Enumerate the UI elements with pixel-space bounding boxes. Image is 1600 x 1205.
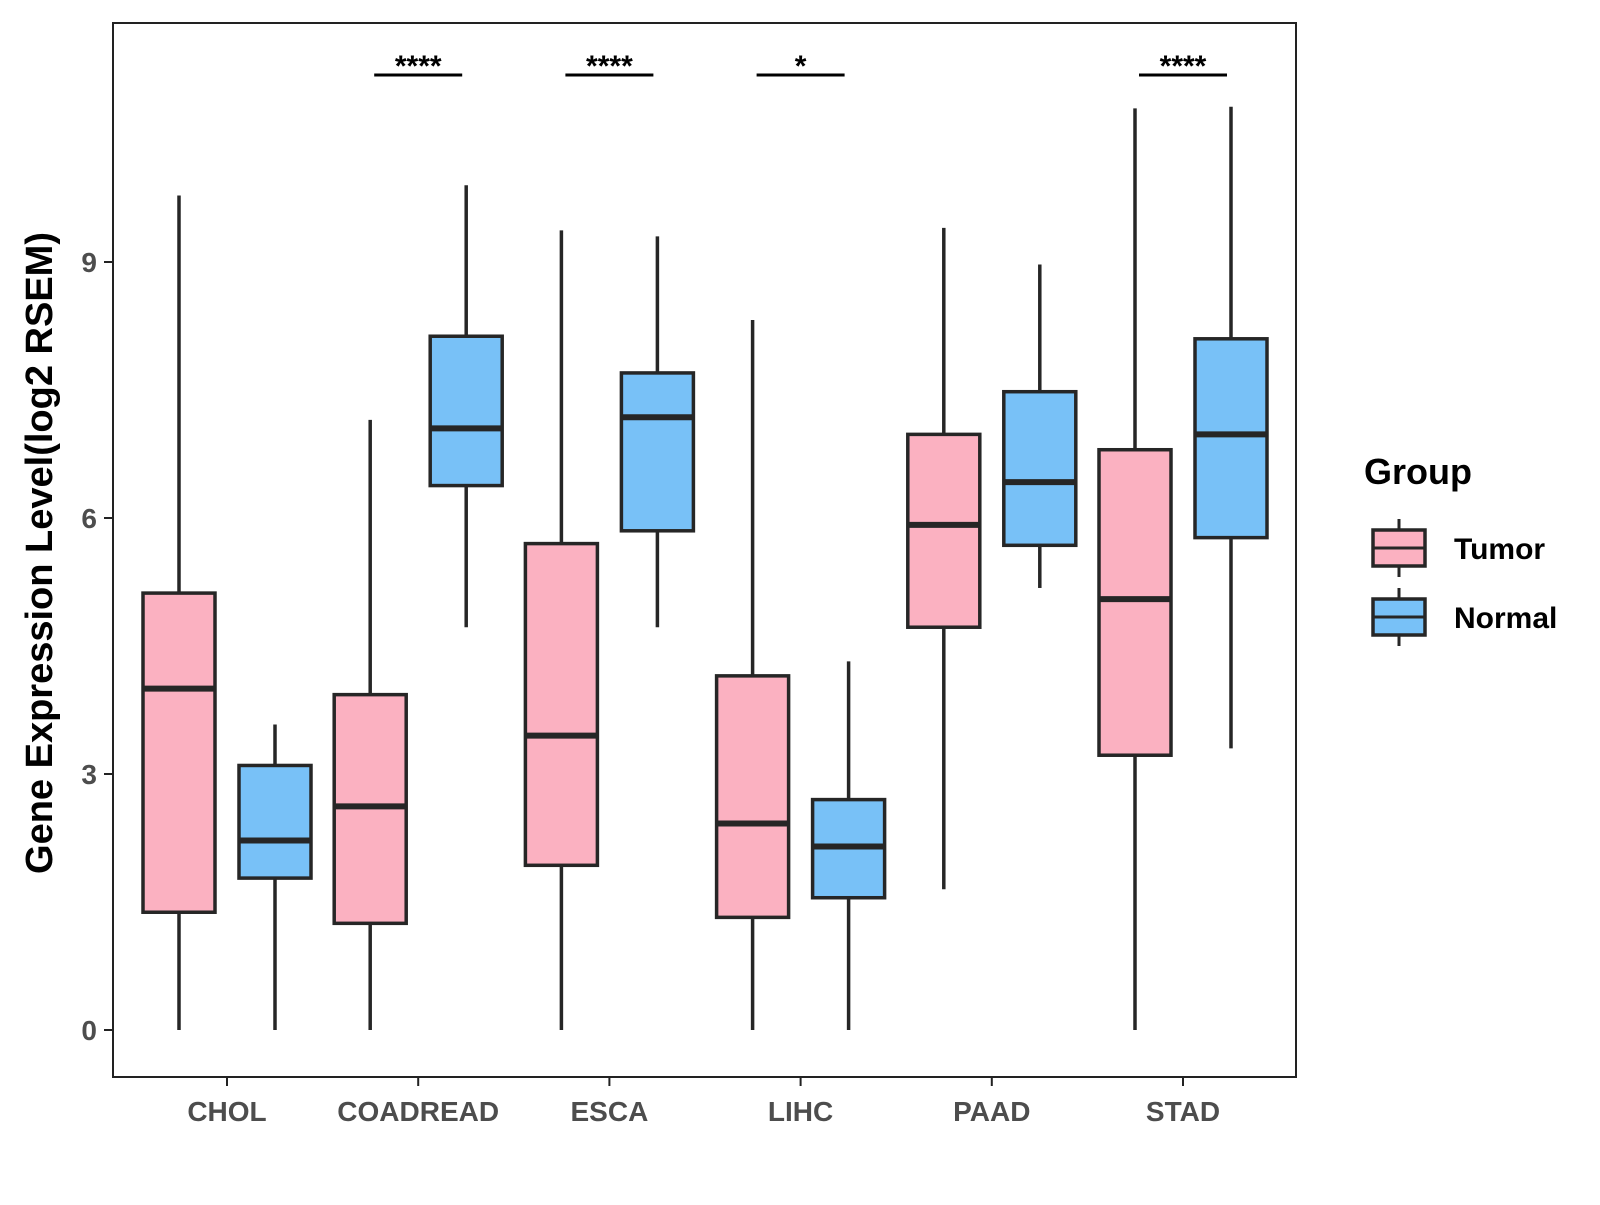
y-tick-label: 9: [81, 247, 97, 278]
legend-label-tumor: Tumor: [1454, 533, 1545, 566]
significance-esca: ****: [565, 50, 654, 83]
box-normal-esca: [619, 236, 696, 628]
box-iqr: [237, 763, 313, 880]
significance-label: ****: [1160, 50, 1207, 83]
box-iqr: [1193, 337, 1269, 540]
box-iqr: [428, 334, 504, 488]
box-normal-stad: [1193, 106, 1269, 749]
significance-label: *: [795, 50, 807, 83]
box-normal-lihc: [810, 661, 887, 1030]
box-normal-coadread: [428, 185, 504, 628]
box-tumor-chol: [141, 195, 217, 1030]
y-tick-label: 3: [81, 759, 97, 790]
x-axis: CHOL COADREAD ESCA LIHC PAAD STAD: [187, 1077, 1220, 1127]
y-axis-title: Gene Expression Level(log2 RSEM): [19, 232, 61, 874]
legend-items: Tumor Normal: [1371, 519, 1557, 646]
significance-layer: **** **** * ****: [374, 50, 1227, 83]
legend-label-normal: Normal: [1454, 602, 1557, 635]
box-iqr: [523, 541, 600, 868]
box-normal-paad: [1002, 264, 1078, 588]
x-tick-label: LIHC: [768, 1096, 833, 1127]
legend-item-tumor: Tumor: [1371, 519, 1545, 577]
box-iqr: [714, 674, 791, 920]
box-iqr: [906, 432, 982, 629]
significance-label: ****: [395, 50, 442, 83]
x-tick-label: PAAD: [953, 1096, 1030, 1127]
legend-title: Group: [1364, 451, 1472, 492]
box-tumor-coadread: [332, 419, 408, 1030]
box-tumor-paad: [906, 227, 982, 890]
x-tick-label: COADREAD: [337, 1096, 499, 1127]
box-iqr: [619, 371, 696, 533]
box-iqr: [1097, 447, 1173, 757]
legend: Group Tumor Normal: [1364, 451, 1557, 646]
significance-stad: ****: [1139, 50, 1227, 83]
x-tick-label: CHOL: [187, 1096, 266, 1127]
box-tumor-esca: [523, 230, 600, 1030]
significance-label: ****: [586, 50, 633, 83]
y-tick-label: 6: [81, 503, 97, 534]
legend-item-normal: Normal: [1371, 588, 1557, 646]
box-normal-chol: [237, 724, 313, 1030]
significance-coadread: ****: [374, 50, 463, 83]
box-iqr: [1002, 389, 1078, 548]
y-tick-label: 0: [81, 1015, 97, 1046]
x-tick-label: ESCA: [571, 1096, 649, 1127]
x-tick-label: STAD: [1146, 1096, 1220, 1127]
boxes-layer: [141, 106, 1269, 1030]
y-axis: 0 3 6 9: [81, 247, 113, 1046]
box-tumor-lihc: [714, 320, 791, 1030]
box-tumor-stad: [1097, 108, 1173, 1030]
significance-lihc: *: [756, 50, 845, 83]
box-iqr: [141, 591, 217, 914]
